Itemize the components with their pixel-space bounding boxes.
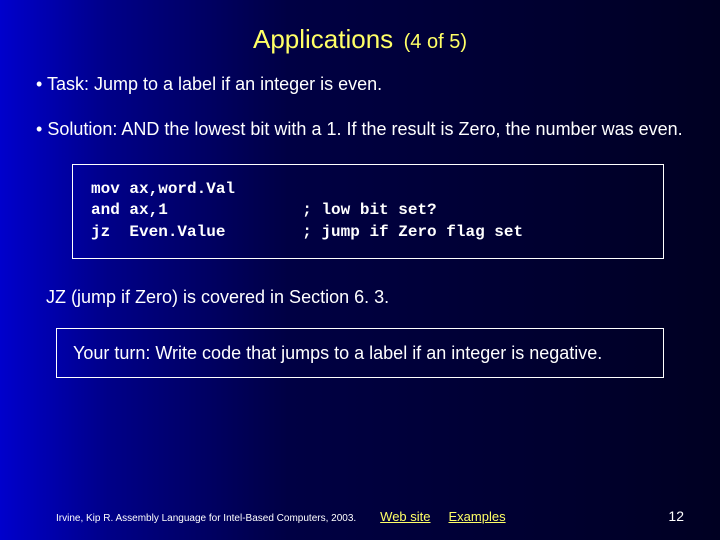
- page-number: 12: [668, 508, 684, 524]
- content-area: Task: Jump to a label if an integer is e…: [0, 73, 720, 378]
- slide-title-wrap: Applications (4 of 5): [0, 0, 720, 73]
- exercise-box: Your turn: Write code that jumps to a la…: [56, 328, 664, 378]
- bullet-task: Task: Jump to a label if an integer is e…: [36, 73, 684, 96]
- bullet-solution: Solution: AND the lowest bit with a 1. I…: [36, 118, 684, 141]
- web-site-link[interactable]: Web site: [380, 509, 430, 524]
- footer-credit: Irvine, Kip R. Assembly Language for Int…: [56, 513, 356, 524]
- slide-title: Applications: [253, 24, 393, 54]
- examples-link[interactable]: Examples: [449, 509, 506, 524]
- footer: Irvine, Kip R. Assembly Language for Int…: [0, 508, 720, 524]
- note-text: JZ (jump if Zero) is covered in Section …: [46, 287, 684, 308]
- code-box: mov ax,word.Val and ax,1 ; low bit set? …: [72, 164, 664, 259]
- slide-title-sub: (4 of 5): [404, 31, 467, 53]
